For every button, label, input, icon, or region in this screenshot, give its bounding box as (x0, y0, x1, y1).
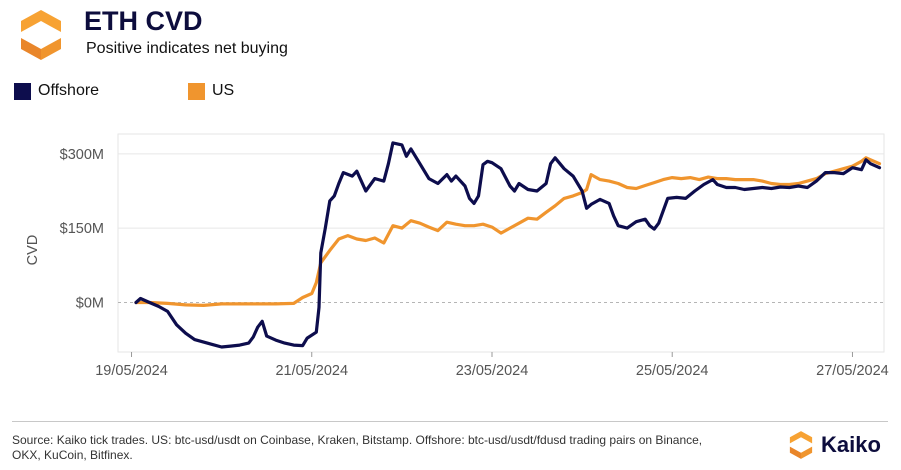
legend-item-us: US (188, 82, 234, 100)
legend-label-offshore: Offshore (38, 82, 100, 99)
series-line-offshore (134, 141, 882, 349)
legend-label-us: US (212, 82, 235, 99)
y-axis-label: CVD (25, 235, 41, 266)
x-tick-label: 27/05/2024 (816, 363, 889, 379)
brand-logo: Kaiko (786, 430, 881, 460)
legend-item-offshore: Offshore (14, 82, 99, 100)
y-tick-label: $300M (60, 147, 104, 163)
plot-area (117, 133, 885, 353)
x-tick-label: 21/05/2024 (275, 363, 348, 379)
chart-subtitle: Positive indicates net buying (86, 40, 288, 57)
footer-divider (12, 421, 888, 422)
x-tick-label: 19/05/2024 (95, 363, 168, 379)
x-tick-label: 25/05/2024 (636, 363, 709, 379)
x-tick-label: 23/05/2024 (456, 363, 529, 379)
y-tick-label: $150M (60, 221, 104, 237)
cvd-line-chart: $0M $150M $300M 19/05/2024 21/05/2024 23/05/… (25, 133, 889, 379)
chart-title: ETH CVD (84, 6, 203, 36)
kaiko-logo-icon (21, 10, 61, 60)
legend-swatch-offshore (14, 82, 31, 100)
brand-name: Kaiko (821, 432, 881, 457)
source-note: Source: Kaiko tick trades. US: btc-usd/u… (12, 433, 703, 462)
legend-swatch-us (188, 82, 205, 100)
y-tick-label: $0M (76, 295, 104, 311)
kaiko-small-logo-icon (789, 431, 813, 459)
